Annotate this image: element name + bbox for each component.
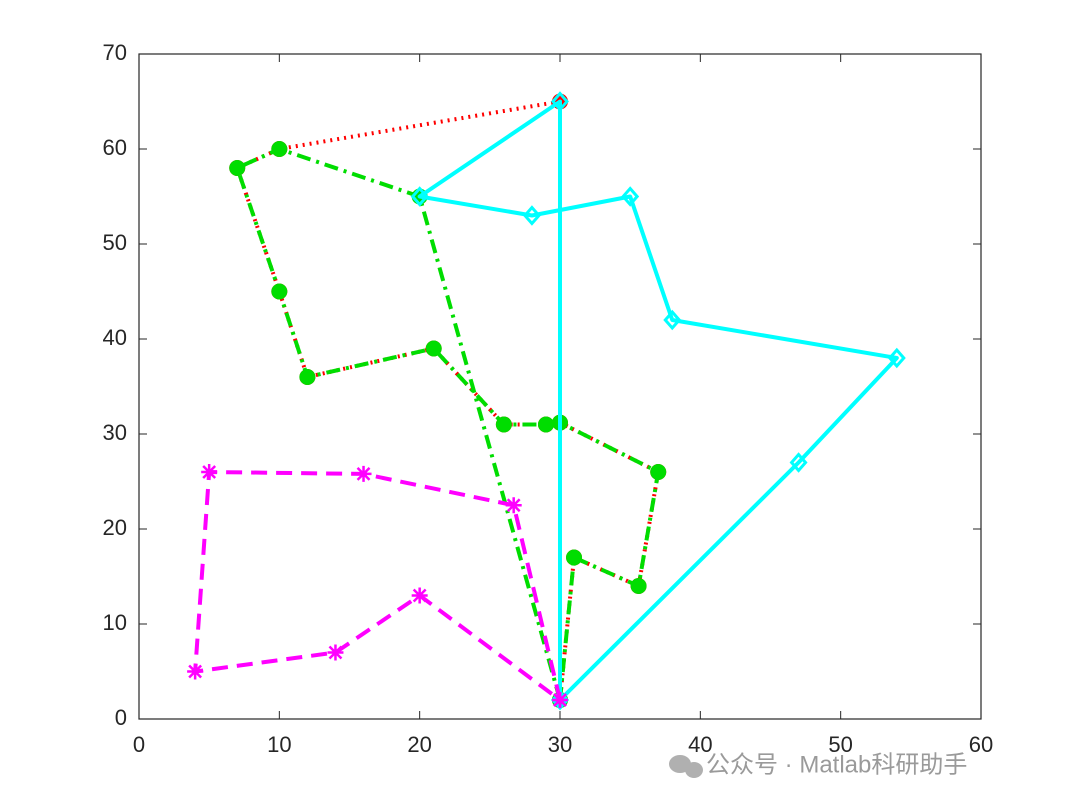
axes-box	[138, 53, 982, 720]
watermark: 公众号 · Matlab科研助手	[706, 751, 967, 778]
y-tick-label: 10	[103, 610, 127, 635]
marker	[537, 416, 554, 433]
marker	[551, 91, 569, 112]
y-tick-label: 40	[103, 325, 127, 350]
marker	[789, 452, 808, 473]
marker	[663, 309, 682, 331]
marker	[299, 369, 316, 385]
x-tick-label: 0	[133, 732, 145, 757]
series-line	[417, 99, 899, 702]
marker	[187, 663, 204, 680]
marker	[271, 283, 288, 300]
marker	[201, 464, 218, 480]
x-tick-label: 40	[688, 732, 712, 757]
marker	[505, 497, 522, 514]
watermark-icon	[669, 755, 703, 778]
marker	[887, 347, 906, 369]
y-tick-label: 60	[103, 135, 127, 160]
series-line	[193, 470, 562, 702]
marker	[271, 141, 288, 157]
series	[410, 91, 906, 711]
marker	[425, 340, 442, 357]
x-tick-label: 60	[969, 732, 993, 757]
marker	[650, 464, 667, 480]
marker	[630, 578, 647, 594]
y-tick-label: 30	[103, 420, 127, 445]
marker	[621, 186, 640, 207]
x-tick-label: 30	[548, 732, 572, 757]
marker	[411, 587, 428, 604]
x-tick-label: 10	[267, 732, 291, 757]
marker	[410, 186, 429, 207]
y-tick-label: 50	[103, 230, 127, 255]
y-tick-label: 70	[103, 40, 127, 65]
marker	[327, 644, 344, 661]
y-tick-label: 20	[103, 515, 127, 540]
marker	[495, 416, 512, 433]
x-tick-label: 20	[407, 732, 431, 757]
series	[187, 464, 568, 708]
x-tick-label: 50	[828, 732, 852, 757]
marker	[522, 205, 541, 226]
marker	[566, 549, 583, 566]
marker	[229, 160, 246, 176]
marker	[552, 692, 568, 708]
y-tick-label: 0	[115, 705, 127, 730]
marker	[355, 465, 372, 482]
